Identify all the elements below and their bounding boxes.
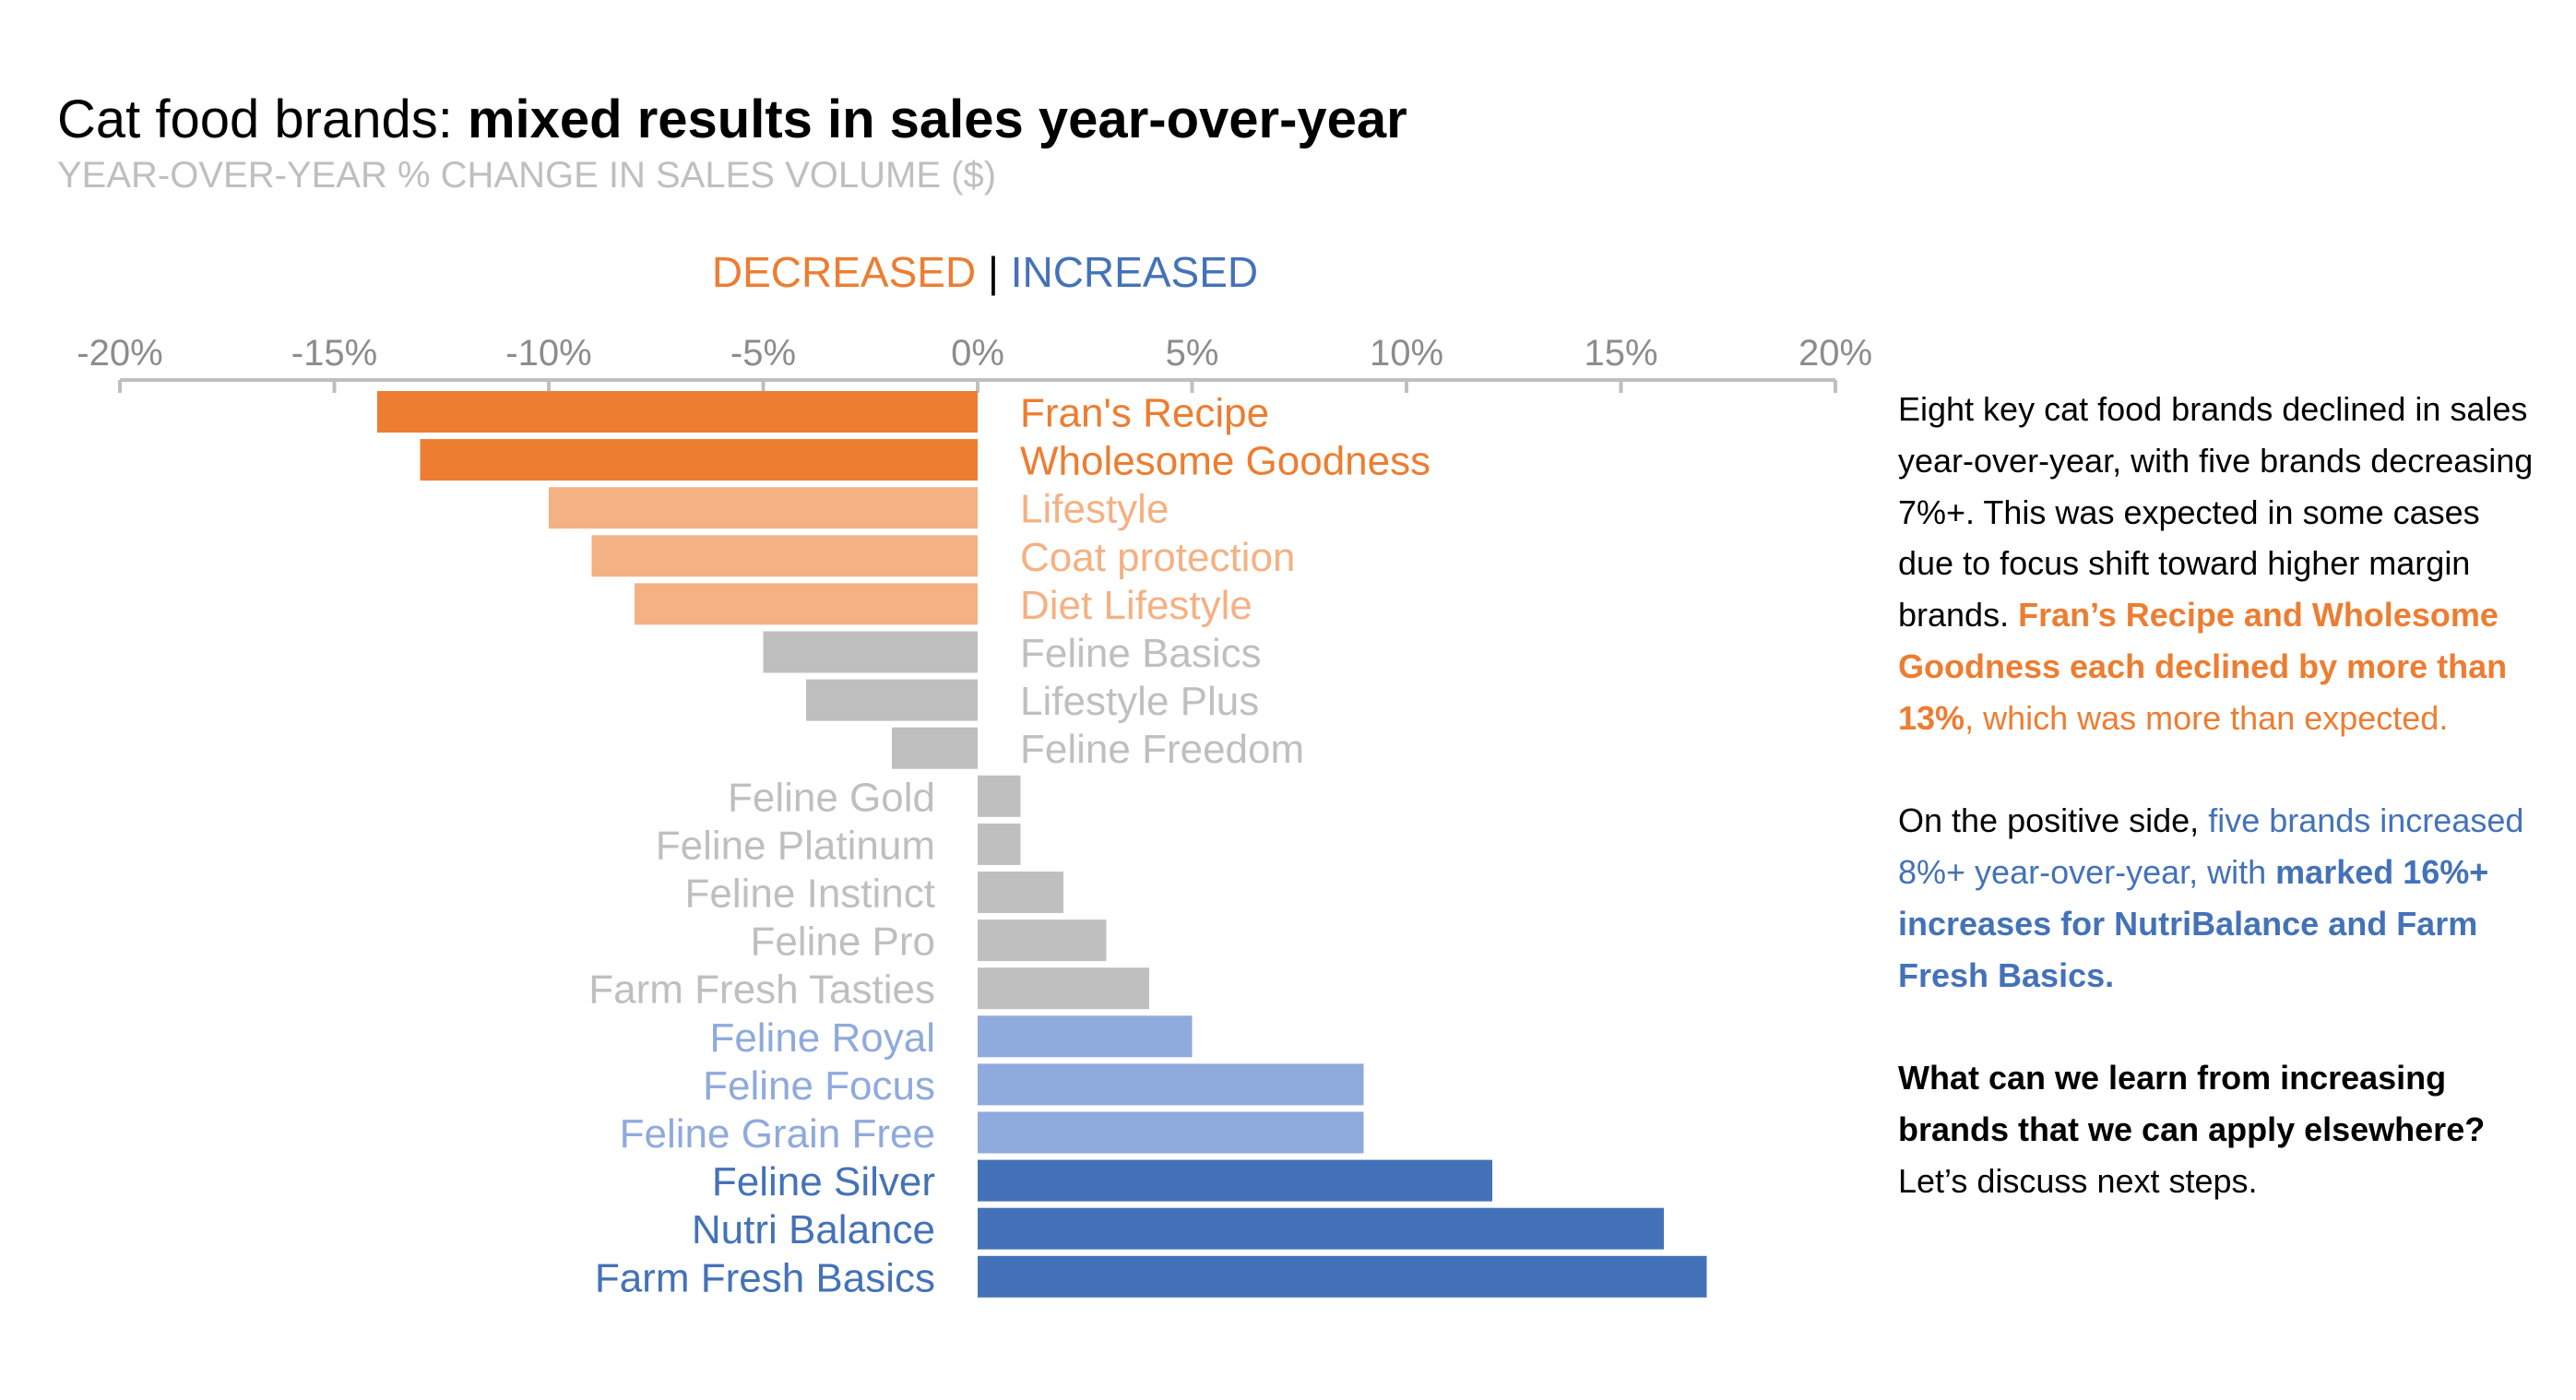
commentary-paragraph-3: What can we learn from increasing brands… (1898, 1052, 2544, 1206)
bar (892, 727, 978, 769)
bar (978, 1063, 1364, 1106)
bar-label: Feline Grain Free (620, 1111, 935, 1157)
commentary-p2-blue: five brands increased 8%+ year-over-year… (1898, 801, 2524, 892)
bar-label: Feline Silver (712, 1159, 935, 1204)
commentary: Eight key cat food brands declined in sa… (1898, 384, 2544, 1259)
x-tick-label: -10% (505, 333, 591, 374)
commentary-p1-highlight: Fran’s Recipe and Wholesome Goodness eac… (1898, 596, 2508, 737)
bar (763, 631, 978, 673)
bar-label: Feline Focus (703, 1063, 935, 1109)
bar (978, 919, 1107, 962)
chart-title-emphasis: mixed results in sales year-over-year (467, 89, 1407, 149)
bar-label: Coat protection (1020, 535, 1295, 580)
bar-label: Nutri Balance (692, 1207, 935, 1252)
bar (377, 391, 978, 433)
commentary-paragraph-1: Eight key cat food brands declined in sa… (1898, 384, 2544, 744)
bar (806, 679, 978, 721)
x-tick-label: 15% (1584, 333, 1657, 374)
bar-label: Feline Royal (709, 1015, 935, 1061)
bar-label: Lifestyle (1020, 487, 1169, 532)
bar (591, 535, 978, 577)
chart-subtitle: YEAR-OVER-YEAR % CHANGE IN SALES VOLUME … (57, 155, 997, 196)
commentary-paragraph-2: On the positive side, five brands increa… (1898, 795, 2544, 1001)
bar (978, 823, 1021, 865)
legend-separator: | (987, 248, 999, 296)
commentary-p1-tail: , which was more than expected. (1965, 698, 2449, 737)
bar-label: Feline Pro (750, 919, 935, 965)
bar (978, 1159, 1492, 1202)
x-tick-label: -20% (77, 333, 162, 374)
bar (549, 487, 978, 529)
x-tick-label: 10% (1370, 333, 1443, 374)
bar (978, 775, 1021, 817)
chart-title-lead: Cat food brands: (57, 89, 468, 149)
bar-label: Farm Fresh Tasties (588, 967, 935, 1013)
x-tick-label: -15% (291, 333, 377, 374)
bar-chart: -20% -15% -10% -5% 0% 5% 10% 15% 20% Fran's Recip… (77, 333, 1872, 1300)
bar-label: Feline Freedom (1020, 727, 1304, 772)
bar-label: Feline Platinum (656, 823, 935, 868)
commentary-p3-tail: Let’s discuss next steps. (1898, 1161, 2258, 1200)
x-tick-label: 5% (1166, 333, 1219, 374)
x-tick-label: -5% (730, 333, 796, 374)
x-tick-label: 20% (1798, 333, 1872, 374)
bar-label: Feline Basics (1020, 631, 1262, 676)
bar (978, 1255, 1707, 1298)
commentary-p2-text: On the positive side, (1898, 801, 2209, 840)
bar-label: Lifestyle Plus (1020, 679, 1259, 724)
bar (978, 1111, 1364, 1154)
bar (635, 583, 978, 625)
x-tick-label: 0% (951, 333, 1004, 374)
bar (978, 872, 1063, 913)
bar (978, 1015, 1193, 1058)
chart-title: Cat food brands: mixed results in sales … (57, 89, 1407, 150)
direction-legend: DECREASED | INCREASED (0, 247, 1970, 297)
legend-increased: INCREASED (1010, 248, 1259, 296)
commentary-p2-highlight: marked 16%+ increases for NutriBalance a… (1898, 853, 2489, 994)
legend-decreased: DECREASED (711, 248, 977, 296)
bar-label: Diet Lifestyle (1020, 583, 1252, 628)
bar (420, 439, 978, 481)
commentary-p1-text: Eight key cat food brands declined in sa… (1898, 390, 2534, 635)
bar-label: Farm Fresh Basics (595, 1255, 935, 1300)
bar-label: Feline Gold (728, 775, 935, 820)
bar (978, 1207, 1664, 1250)
bar-label: Wholesome Goodness (1020, 439, 1430, 484)
commentary-p3-question: What can we learn from increasing brands… (1898, 1059, 2486, 1149)
bar-label: Fran's Recipe (1020, 391, 1269, 436)
bar-label: Feline Instinct (685, 872, 935, 917)
bar (978, 967, 1149, 1010)
